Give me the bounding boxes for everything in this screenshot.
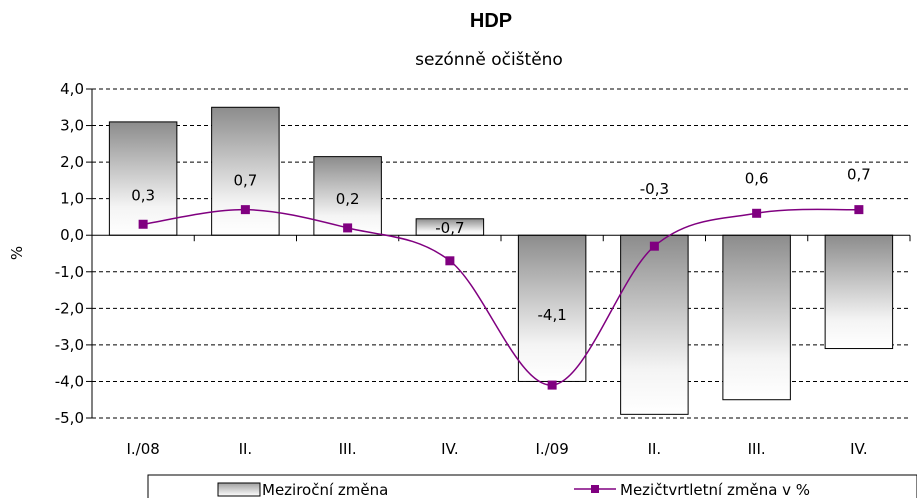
data-label: -0,3 bbox=[640, 180, 669, 198]
x-tick-label: II. bbox=[239, 440, 253, 458]
chart-subtitle: sezónně očištěno bbox=[415, 50, 563, 70]
legend-line-label: Mezičtvrtletní změna v % bbox=[620, 481, 810, 498]
x-tick-label: IV. bbox=[850, 440, 868, 458]
y-tick-label: -2,0 bbox=[55, 299, 84, 317]
y-axis-label: % bbox=[8, 246, 26, 260]
bar bbox=[517, 234, 587, 382]
legend-line-marker bbox=[591, 485, 599, 493]
x-tick-label: III. bbox=[748, 440, 766, 458]
data-label: 0,7 bbox=[233, 172, 257, 190]
data-label: 0,6 bbox=[745, 169, 769, 187]
chart-title: HDP bbox=[470, 10, 512, 32]
line-point bbox=[854, 205, 864, 215]
y-tick-label: 2,0 bbox=[60, 153, 84, 171]
data-label: 0,7 bbox=[847, 166, 871, 184]
data-label: 0,2 bbox=[336, 190, 360, 208]
x-tick-label: IV. bbox=[441, 440, 459, 458]
line-point bbox=[752, 208, 762, 218]
line-point bbox=[240, 205, 250, 215]
line-series bbox=[138, 205, 864, 390]
y-tick-label: -3,0 bbox=[55, 336, 84, 354]
y-tick-labels: 4,0 3,0 2,0 1,0 0,0 -1,0 -2,0 -3,0 -4,0 -5,0 bbox=[55, 80, 84, 427]
bar-series bbox=[108, 106, 894, 415]
data-label: -4,1 bbox=[537, 306, 566, 324]
data-label: -0,7 bbox=[435, 219, 464, 237]
x-tick-labels: I./08 II. III. IV. I./09 II. III. IV. bbox=[126, 440, 867, 458]
legend: Meziroční změna Mezičtvrtletní změna v % bbox=[147, 474, 917, 498]
legend-bar-label: Meziroční změna bbox=[262, 481, 388, 498]
bar bbox=[108, 121, 178, 236]
line-point bbox=[649, 241, 659, 251]
bar bbox=[620, 234, 689, 415]
line-point bbox=[547, 380, 557, 390]
series-line bbox=[143, 208, 859, 386]
y-tick-label: 1,0 bbox=[60, 190, 84, 208]
line-point bbox=[445, 256, 455, 266]
y-tick-label: 3,0 bbox=[60, 117, 84, 135]
bar bbox=[722, 234, 791, 401]
line-point bbox=[138, 219, 148, 229]
line-point bbox=[343, 223, 353, 233]
data-label: 0,3 bbox=[131, 186, 155, 204]
data-labels: 0,3 0,7 0,2 -0,7 -4,1 -0,3 0,6 0,7 bbox=[131, 166, 871, 324]
legend-bar-swatch bbox=[217, 482, 261, 497]
x-tick-label: I./09 bbox=[535, 440, 568, 458]
x-tick-label: II. bbox=[648, 440, 662, 458]
y-tick-label: -4,0 bbox=[55, 372, 84, 390]
bar bbox=[824, 234, 894, 350]
x-tick-label: III. bbox=[339, 440, 357, 458]
y-tick-label: 4,0 bbox=[60, 80, 84, 98]
axes bbox=[91, 89, 911, 418]
y-tick-label: 0,0 bbox=[60, 226, 84, 244]
legend-box bbox=[147, 474, 917, 498]
x-tick-label: I./08 bbox=[126, 440, 159, 458]
y-tick-label: -5,0 bbox=[55, 409, 84, 427]
y-tick-label: -1,0 bbox=[55, 263, 84, 281]
